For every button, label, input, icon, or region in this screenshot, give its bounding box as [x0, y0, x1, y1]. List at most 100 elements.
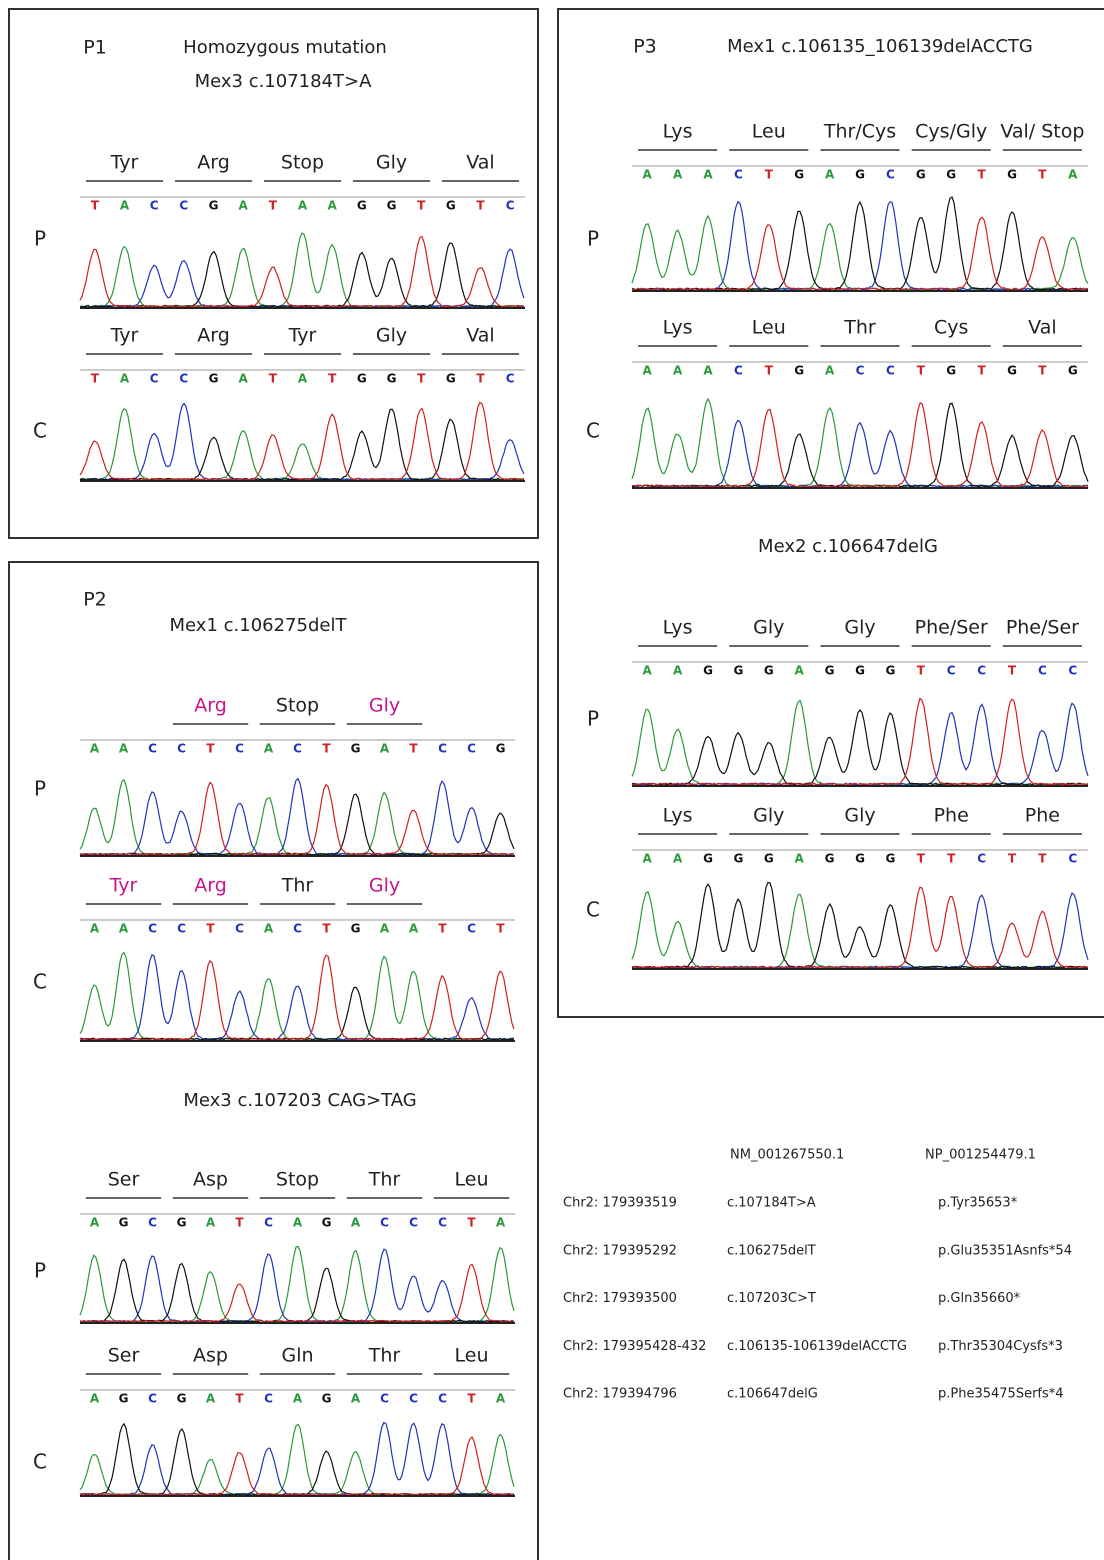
base-call: C	[150, 372, 159, 386]
base-call: G	[177, 1216, 187, 1230]
base-call: A	[496, 1392, 506, 1406]
base-call: T	[322, 922, 331, 936]
base-call: A	[264, 742, 274, 756]
chromatogram-trace	[632, 700, 1088, 785]
chromatogram-trace	[632, 698, 1088, 785]
base-call: T	[235, 1392, 244, 1406]
panel-frame	[558, 9, 1104, 1017]
amino-acid: Gly	[369, 875, 400, 897]
amino-acid: Lys	[663, 317, 693, 339]
base-call: G	[387, 372, 397, 386]
base-call: G	[446, 372, 456, 386]
table-cell: Chr2: 179394796	[563, 1387, 677, 1402]
mutation-title: Mex1 c.106135_106139delACCTG	[727, 36, 1033, 57]
base-call: C	[148, 1392, 157, 1406]
base-call: A	[703, 168, 713, 182]
base-call: A	[90, 742, 100, 756]
chromatogram-trace	[80, 794, 514, 855]
base-call: T	[1038, 364, 1047, 378]
base-call: C	[380, 1216, 389, 1230]
chromatogram-trace	[632, 420, 1088, 487]
base-call: A	[293, 1216, 303, 1230]
base-call: G	[794, 168, 804, 182]
panel-label: P1	[83, 37, 107, 59]
base-call: A	[206, 1392, 216, 1406]
base-call: T	[206, 922, 215, 936]
table-cell: Chr2: 179393519	[563, 1196, 677, 1211]
chromatogram-trace	[80, 237, 524, 307]
amino-acid: Lys	[663, 617, 693, 639]
base-call: T	[328, 372, 337, 386]
amino-acid: Stop	[281, 152, 324, 174]
base-call: T	[765, 364, 774, 378]
base-call: T	[467, 1216, 476, 1230]
base-call: G	[703, 852, 713, 866]
base-call: T	[476, 199, 485, 213]
base-call: G	[946, 364, 956, 378]
base-call: C	[947, 664, 956, 678]
base-call: C	[1068, 852, 1077, 866]
base-call: A	[119, 922, 129, 936]
amino-acid: Phe	[934, 805, 969, 827]
chromatogram-trace	[632, 403, 1088, 487]
base-call: A	[298, 199, 308, 213]
base-call: A	[119, 742, 129, 756]
base-call: G	[855, 852, 865, 866]
base-call: A	[673, 852, 683, 866]
base-call: A	[643, 664, 653, 678]
amino-acid: Tyr	[109, 875, 138, 897]
row-label: P	[34, 777, 46, 801]
amino-acid: Leu	[752, 121, 786, 143]
amino-acid: Gly	[753, 617, 784, 639]
panel-label: P2	[83, 589, 107, 611]
base-call: G	[177, 1392, 187, 1406]
amino-acid: Tyr	[110, 152, 139, 174]
base-call: T	[978, 364, 987, 378]
chromatogram-trace	[632, 399, 1088, 487]
base-call: C	[734, 364, 743, 378]
amino-acid: Stop	[276, 1169, 319, 1191]
chromatogram-trace	[80, 249, 524, 307]
table-cell: Chr2: 179395292	[563, 1243, 677, 1258]
base-call: A	[239, 372, 249, 386]
row-label: C	[33, 1450, 47, 1474]
amino-acid: Gly	[844, 805, 875, 827]
base-call: C	[977, 852, 986, 866]
base-call: C	[235, 922, 244, 936]
table-cell: p.Phe35475Serfs*4	[938, 1387, 1064, 1402]
base-call: T	[1008, 852, 1017, 866]
amino-acid: Gly	[369, 695, 400, 717]
base-call: T	[467, 1392, 476, 1406]
chromatogram-trace	[80, 1424, 514, 1495]
base-call: C	[856, 364, 865, 378]
amino-acid: Val	[466, 152, 494, 174]
base-call: G	[916, 168, 926, 182]
base-call: C	[177, 922, 186, 936]
base-call: A	[264, 922, 274, 936]
base-call: C	[293, 742, 302, 756]
mutation-title: Mex3 c.107203 CAG>TAG	[183, 1090, 416, 1111]
amino-acid: Ser	[108, 1345, 140, 1367]
chromatogram-trace	[632, 710, 1088, 785]
base-call: T	[1038, 168, 1047, 182]
amino-acid: Cys	[934, 317, 968, 339]
base-call: A	[673, 364, 683, 378]
base-call: T	[947, 852, 956, 866]
base-call: C	[1038, 664, 1047, 678]
chromatogram-trace	[632, 217, 1088, 290]
base-call: T	[476, 372, 485, 386]
amino-acid: Gly	[376, 325, 407, 347]
base-call: C	[148, 742, 157, 756]
base-call: C	[506, 372, 515, 386]
base-call: C	[467, 922, 476, 936]
base-call: G	[764, 664, 774, 678]
base-call: A	[703, 364, 713, 378]
amino-acid: Thr	[281, 875, 314, 897]
chromatogram-trace	[80, 1259, 514, 1322]
base-call: A	[298, 372, 308, 386]
mutation-title: Mex3 c.107184T>A	[195, 71, 373, 92]
amino-acid: Lys	[663, 805, 693, 827]
chromatogram-trace	[632, 893, 1088, 968]
table-cell: p.Thr35304Cysfs*3	[938, 1339, 1063, 1354]
chromatogram-trace	[632, 892, 1088, 968]
